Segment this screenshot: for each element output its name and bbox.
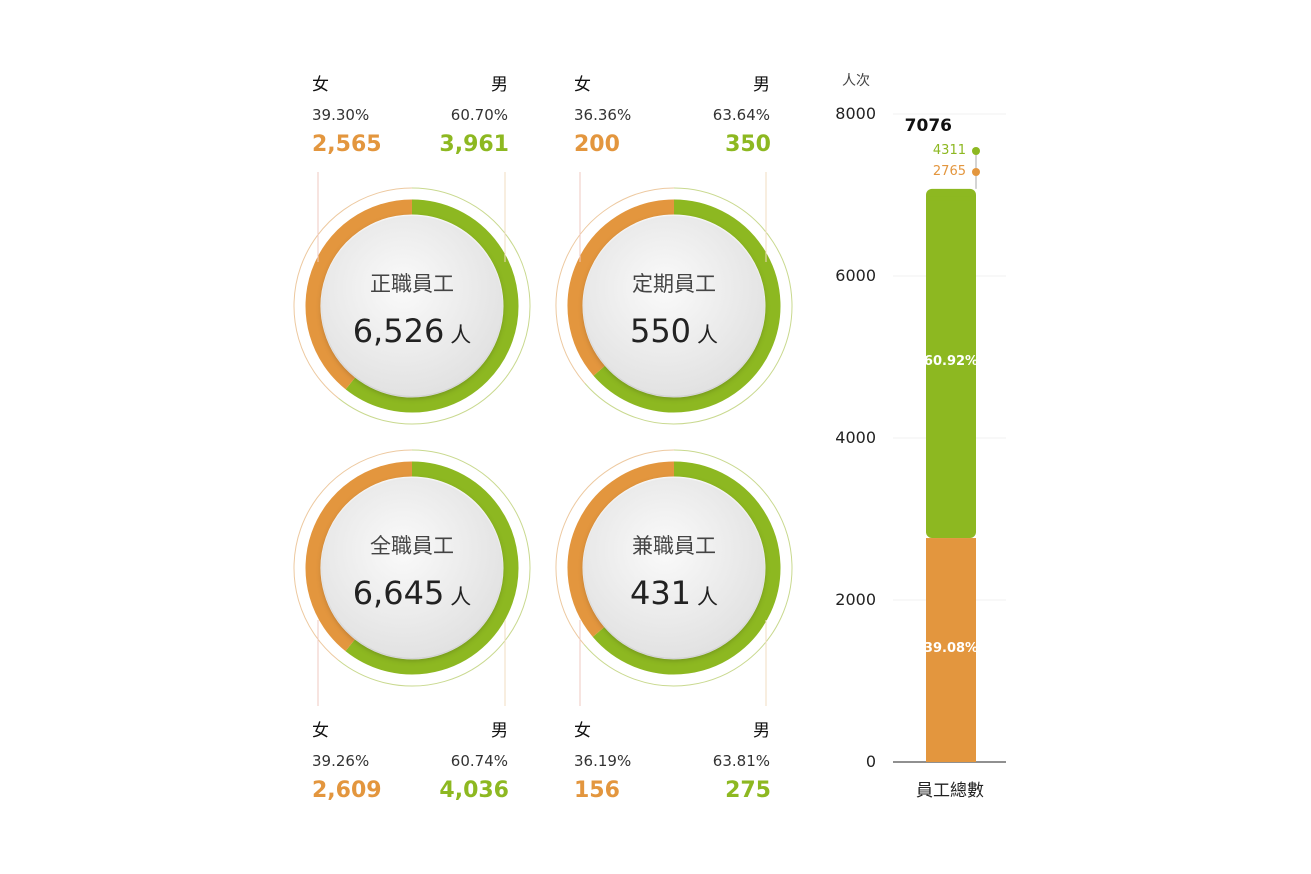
outer-ring-male bbox=[338, 187, 531, 425]
male-count: 3,961 bbox=[439, 132, 509, 157]
female-bar-segment bbox=[926, 538, 976, 762]
x-category-label: 員工總數 bbox=[916, 781, 984, 801]
male-pct: 63.81% bbox=[712, 752, 770, 770]
y-tick-label: 2000 bbox=[835, 590, 876, 609]
y-tick-label: 6000 bbox=[835, 266, 876, 285]
donut-title: 定期員工 bbox=[632, 272, 716, 296]
outer-ring-female bbox=[555, 449, 674, 645]
male-label: 男 bbox=[753, 721, 770, 741]
male-label: 男 bbox=[491, 721, 508, 741]
male-count: 4,036 bbox=[439, 778, 509, 803]
male-count: 350 bbox=[725, 132, 771, 157]
male-slice bbox=[592, 461, 781, 675]
female-slice bbox=[567, 199, 675, 376]
outer-ring-female bbox=[293, 449, 412, 661]
male-slice bbox=[345, 199, 519, 413]
female-pct: 36.19% bbox=[574, 752, 632, 770]
female-slice bbox=[305, 199, 413, 390]
bar-corner-fill bbox=[926, 196, 976, 201]
female-label: 女 bbox=[574, 75, 591, 95]
male-marker bbox=[972, 147, 980, 155]
donut-chart bbox=[293, 449, 531, 687]
female-slice bbox=[567, 461, 675, 637]
male-pct: 60.70% bbox=[450, 106, 508, 124]
male-pct: 63.64% bbox=[712, 106, 770, 124]
bar-pct-label: 39.08% bbox=[923, 641, 979, 657]
outer-ring-male bbox=[337, 449, 531, 687]
donut-total: 6,645 人 bbox=[352, 574, 472, 612]
male-slice bbox=[345, 461, 519, 675]
female-label: 女 bbox=[312, 75, 329, 95]
female-slice bbox=[305, 461, 413, 652]
outer-ring-male bbox=[584, 187, 793, 425]
female-pct: 39.30% bbox=[312, 106, 370, 124]
outer-ring-male bbox=[583, 449, 793, 687]
male-label: 男 bbox=[753, 75, 770, 95]
female-count: 2,609 bbox=[312, 778, 382, 803]
donut-chart bbox=[555, 187, 793, 425]
donut-total: 431 人 bbox=[629, 574, 719, 612]
female-pct: 36.36% bbox=[574, 106, 632, 124]
y-tick-label: 4000 bbox=[835, 428, 876, 447]
female-pct: 39.26% bbox=[312, 752, 370, 770]
male-label: 男 bbox=[491, 75, 508, 95]
outer-ring-female bbox=[555, 187, 674, 384]
female-label: 女 bbox=[574, 721, 591, 741]
donut-title: 兼職員工 bbox=[632, 534, 716, 558]
donut-center bbox=[584, 478, 764, 658]
donut-center bbox=[322, 478, 502, 658]
male-slice bbox=[593, 199, 781, 413]
donut-total: 6,526 人 bbox=[352, 312, 472, 350]
donut-chart bbox=[293, 187, 531, 425]
male-count: 275 bbox=[725, 778, 771, 803]
donut-center bbox=[322, 216, 502, 396]
male-bar-segment bbox=[926, 188, 976, 539]
donut-chart bbox=[555, 449, 793, 687]
outer-ring-female bbox=[293, 187, 412, 399]
y-tick-label: 0 bbox=[865, 752, 876, 771]
donut-total: 550 人 bbox=[629, 312, 719, 350]
donut-title: 正職員工 bbox=[370, 272, 454, 296]
y-tick-label: 8000 bbox=[835, 104, 876, 123]
bar-total-label: 7076 bbox=[904, 116, 952, 136]
female-marker bbox=[972, 168, 980, 176]
female-count: 2,565 bbox=[312, 132, 382, 157]
female-count: 200 bbox=[574, 132, 620, 157]
male-value-label: 4311 bbox=[932, 143, 966, 158]
y-axis-label: 人次 bbox=[842, 73, 870, 89]
donut-center bbox=[584, 216, 764, 396]
donut-title: 全職員工 bbox=[370, 534, 454, 558]
female-count: 156 bbox=[574, 778, 620, 803]
male-pct: 60.74% bbox=[450, 752, 508, 770]
bar-pct-label: 60.92% bbox=[923, 354, 979, 370]
female-value-label: 2765 bbox=[932, 164, 966, 179]
female-label: 女 bbox=[312, 721, 329, 741]
